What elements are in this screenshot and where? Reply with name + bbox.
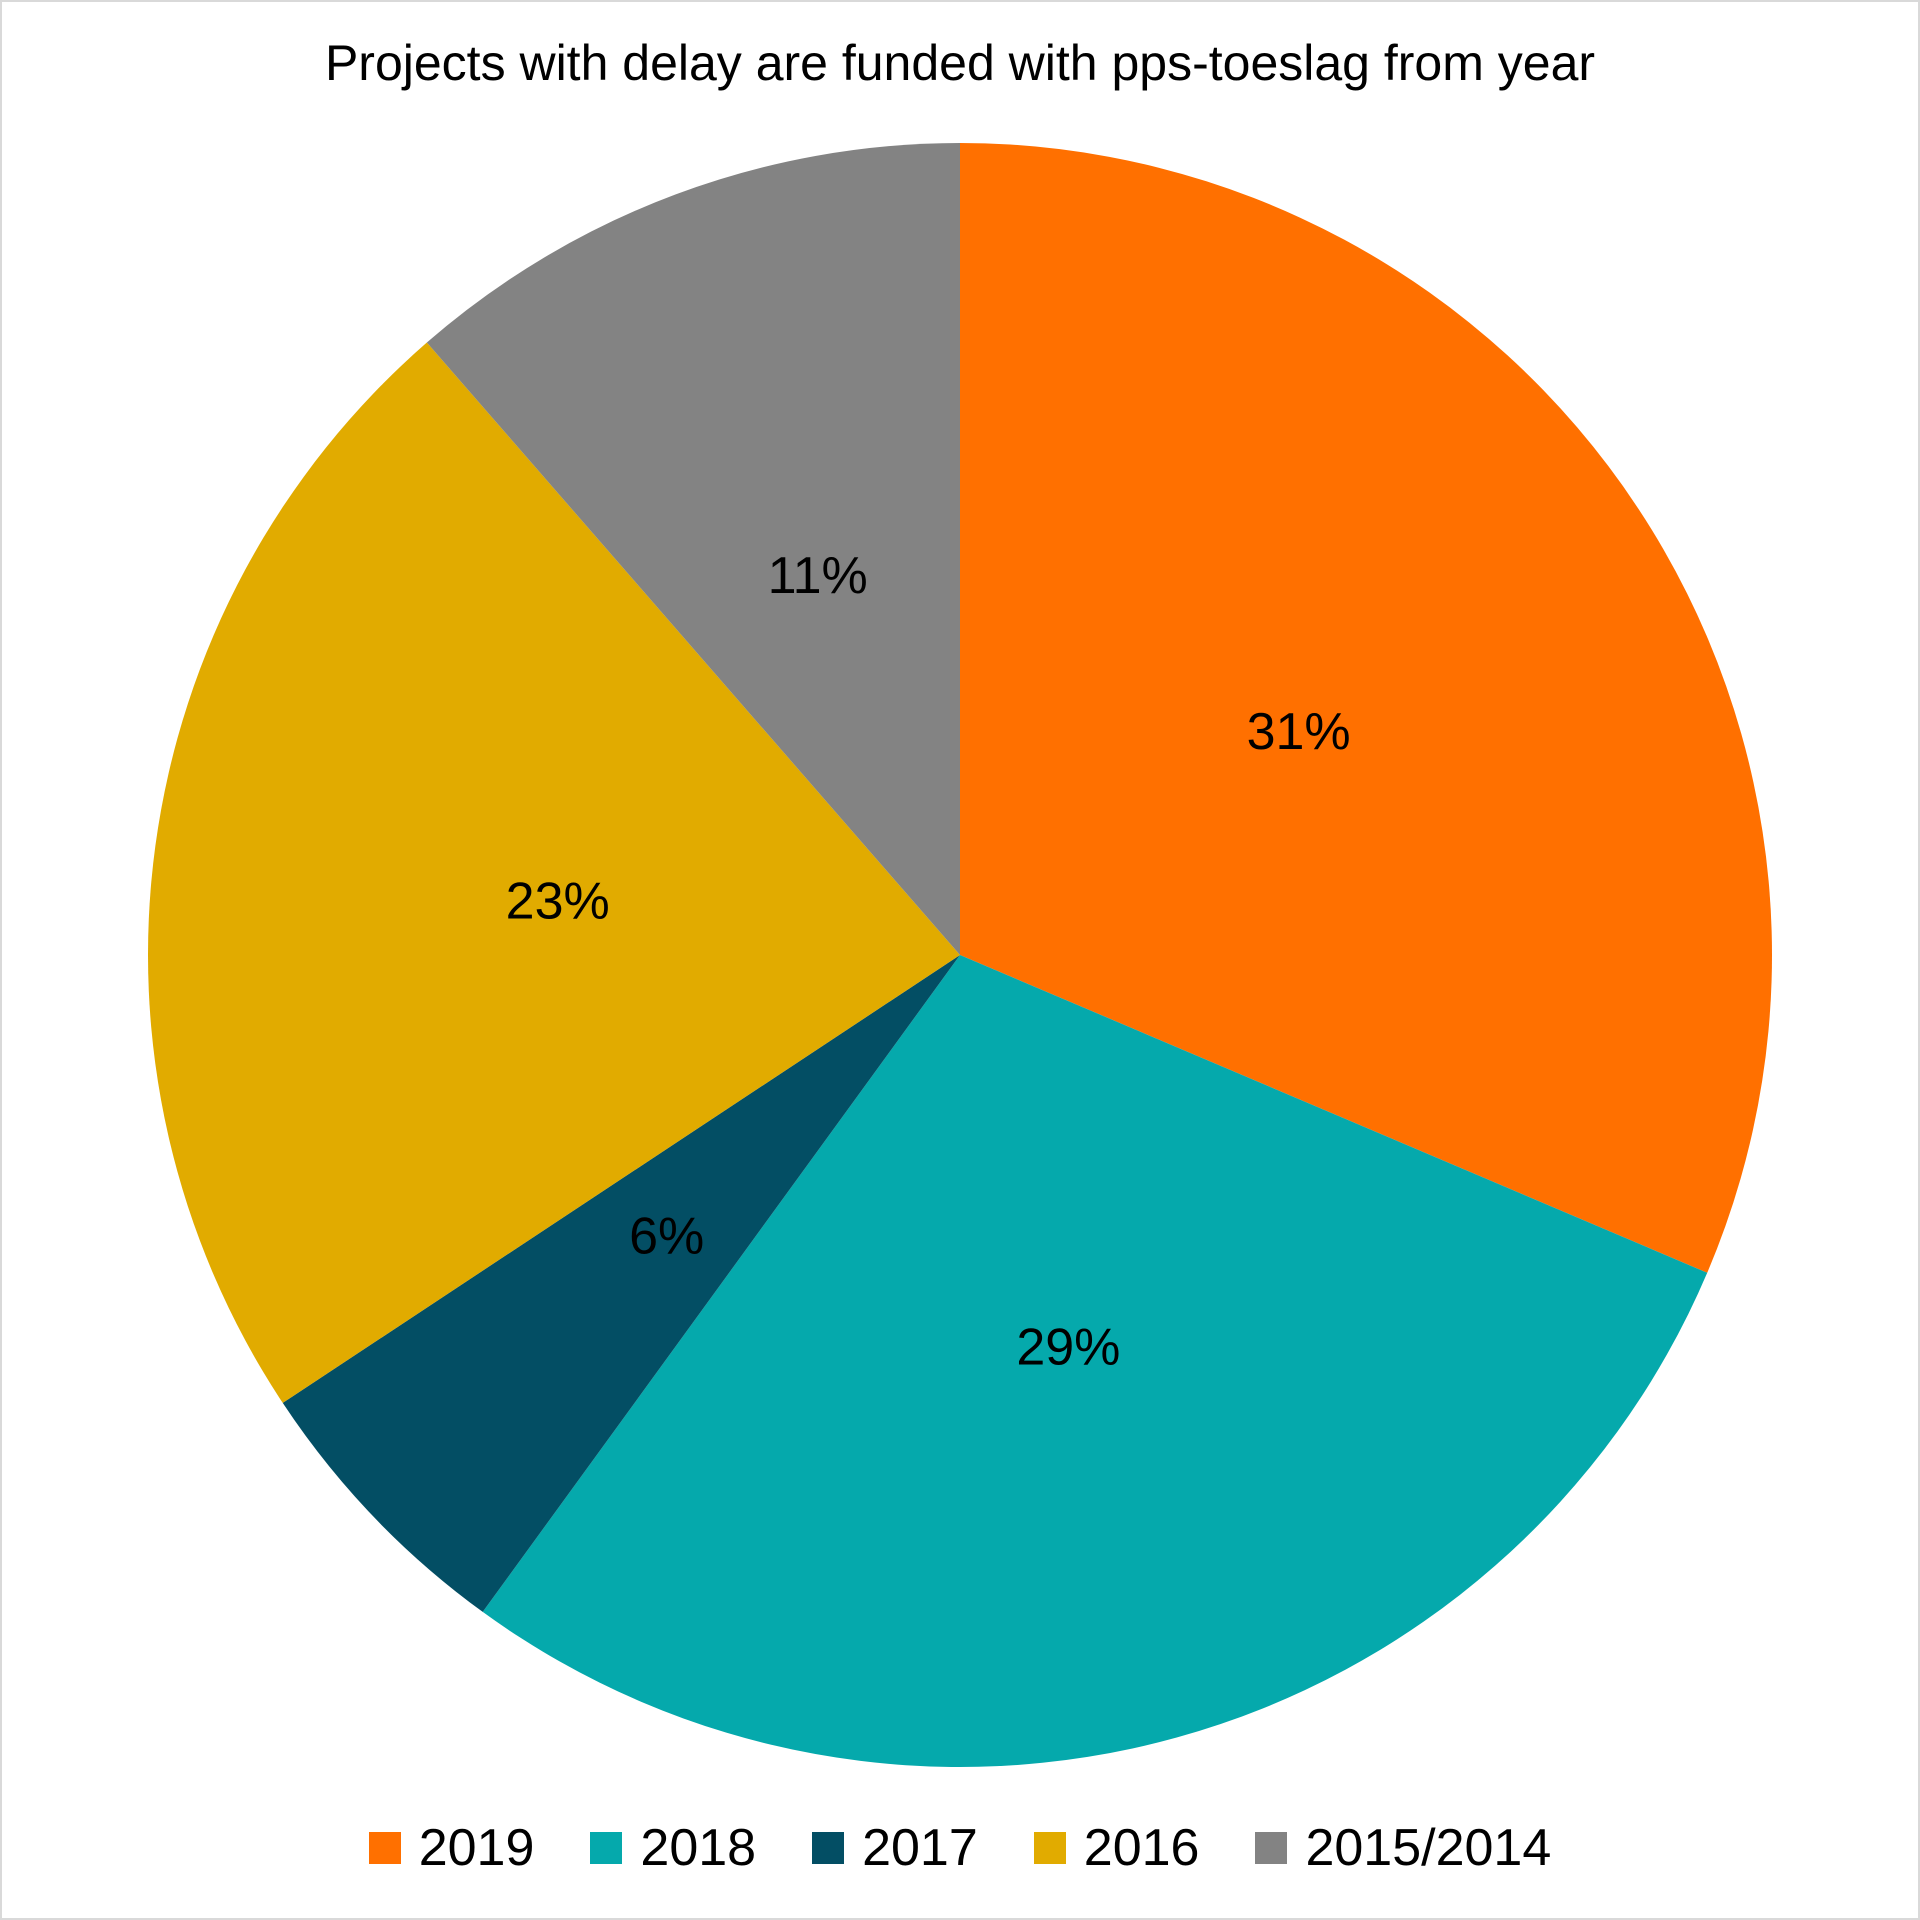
legend-label: 2017 (862, 1819, 978, 1877)
pie-slice-2019 (960, 143, 1772, 1273)
legend-label: 2018 (640, 1819, 757, 1877)
data-label-2017: 6% (629, 1208, 704, 1266)
legend-item-2018: 2018 (590, 1818, 756, 1878)
data-label-2015-2014: 11% (768, 547, 868, 605)
legend-swatch (812, 1832, 845, 1864)
legend-item-2017: 2017 (812, 1818, 978, 1878)
legend-label: 2019 (418, 1819, 535, 1877)
pie-slice-2015-2014 (426, 143, 960, 955)
pie-slice-2016 (147, 342, 960, 1403)
legend-label: 2016 (1083, 1819, 1200, 1877)
legend-swatch (590, 1832, 623, 1864)
legend-item-2019: 2019 (368, 1818, 535, 1878)
data-label-2018: 29% (1016, 1318, 1120, 1376)
legend-swatch (1033, 1832, 1066, 1864)
legend: 2019 2018 2017 2016 2015/2014 (0, 1818, 1920, 1878)
legend-swatch (1255, 1832, 1288, 1864)
data-label-2019: 31% (1247, 703, 1351, 761)
legend-swatch (368, 1832, 401, 1864)
pie-slice-2018 (482, 955, 1708, 1767)
legend-item-2016: 2016 (1033, 1818, 1200, 1878)
pie-slice-2017 (282, 955, 961, 1612)
legend-label: 2015/2014 (1305, 1819, 1552, 1877)
data-label-2016: 23% (506, 872, 610, 930)
chart-title: Projects with delay are funded with pps-… (324, 35, 1596, 91)
legend-item-2015-2014: 2015/2014 (1255, 1818, 1551, 1878)
